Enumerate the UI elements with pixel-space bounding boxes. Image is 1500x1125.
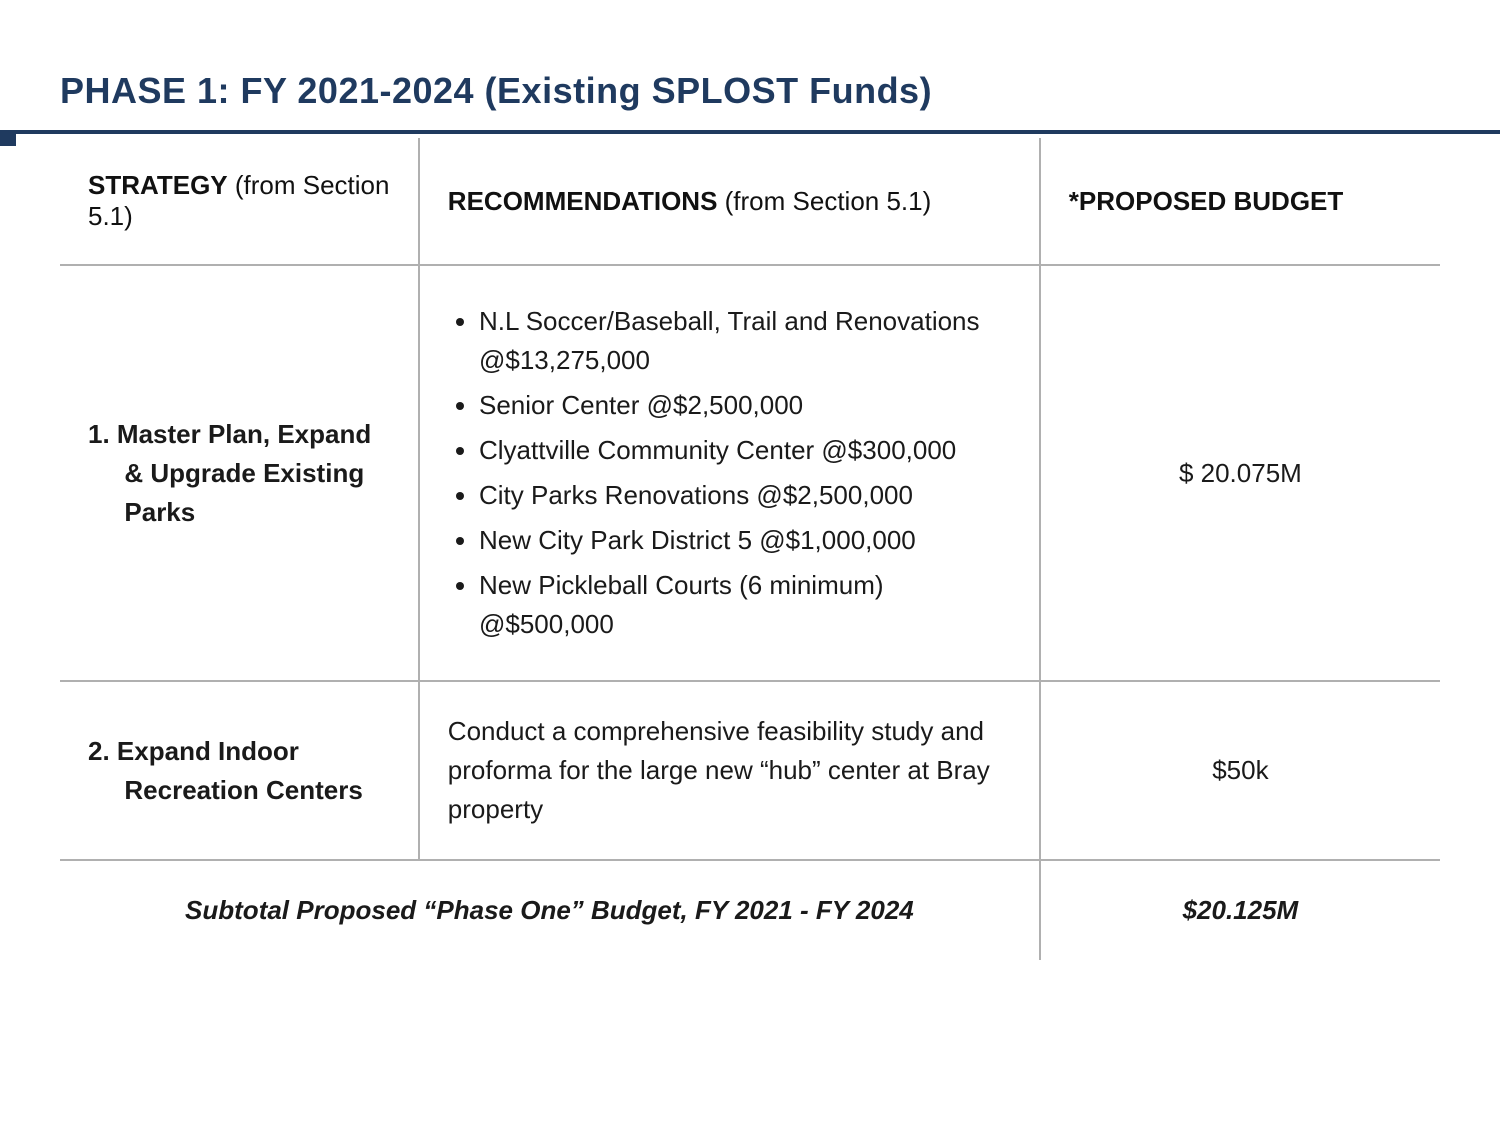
list-item: Senior Center @$2,500,000 — [479, 386, 1011, 425]
col-header-recommendations: RECOMMENDATIONS (from Section 5.1) — [419, 138, 1040, 265]
table-row: 1. Master Plan, Expand & Upgrade Existin… — [60, 265, 1440, 681]
subtotal-value: $20.125M — [1040, 860, 1440, 960]
list-item: City Parks Renovations @$2,500,000 — [479, 476, 1011, 515]
subtotal-label: Subtotal Proposed “Phase One” Budget, FY… — [60, 860, 1040, 960]
cell-strategy: 2. Expand Indoor Recreation Centers — [60, 681, 419, 860]
list-item: N.L Soccer/Baseball, Trail and Renovatio… — [479, 302, 1011, 380]
subtotal-row: Subtotal Proposed “Phase One” Budget, FY… — [60, 860, 1440, 960]
table-header-row: STRATEGY (from Section 5.1) RECOMMENDATI… — [60, 138, 1440, 265]
list-item: New City Park District 5 @$1,000,000 — [479, 521, 1011, 560]
strategy-number: 1. — [88, 419, 110, 449]
list-item: Clyattville Community Center @$300,000 — [479, 431, 1011, 470]
budget-table: STRATEGY (from Section 5.1) RECOMMENDATI… — [60, 138, 1440, 960]
cell-strategy: 1. Master Plan, Expand & Upgrade Existin… — [60, 265, 419, 681]
title-rule — [60, 130, 1440, 142]
strategy-number: 2. — [88, 736, 110, 766]
cell-budget: $50k — [1040, 681, 1440, 860]
cell-recommendations: N.L Soccer/Baseball, Trail and Renovatio… — [419, 265, 1040, 681]
col-header-recommendations-note: (from Section 5.1) — [717, 186, 931, 216]
cell-recommendations: Conduct a comprehensive feasibility stud… — [419, 681, 1040, 860]
strategy-text: Expand Indoor Recreation Centers — [117, 736, 363, 805]
col-header-strategy-bold: STRATEGY — [88, 170, 228, 200]
col-header-recommendations-bold: RECOMMENDATIONS — [448, 186, 718, 216]
col-header-strategy: STRATEGY (from Section 5.1) — [60, 138, 419, 265]
strategy-text: Master Plan, Expand & Upgrade Existing P… — [117, 419, 371, 527]
list-item: New Pickleball Courts (6 minimum) @$500,… — [479, 566, 1011, 644]
page-title: PHASE 1: FY 2021-2024 (Existing SPLOST F… — [60, 70, 1440, 112]
col-header-budget: *PROPOSED BUDGET — [1040, 138, 1440, 265]
col-header-budget-text: *PROPOSED BUDGET — [1069, 186, 1344, 216]
recommendations-list: N.L Soccer/Baseball, Trail and Renovatio… — [448, 302, 1011, 644]
table-row: 2. Expand Indoor Recreation Centers Cond… — [60, 681, 1440, 860]
cell-budget: $ 20.075M — [1040, 265, 1440, 681]
